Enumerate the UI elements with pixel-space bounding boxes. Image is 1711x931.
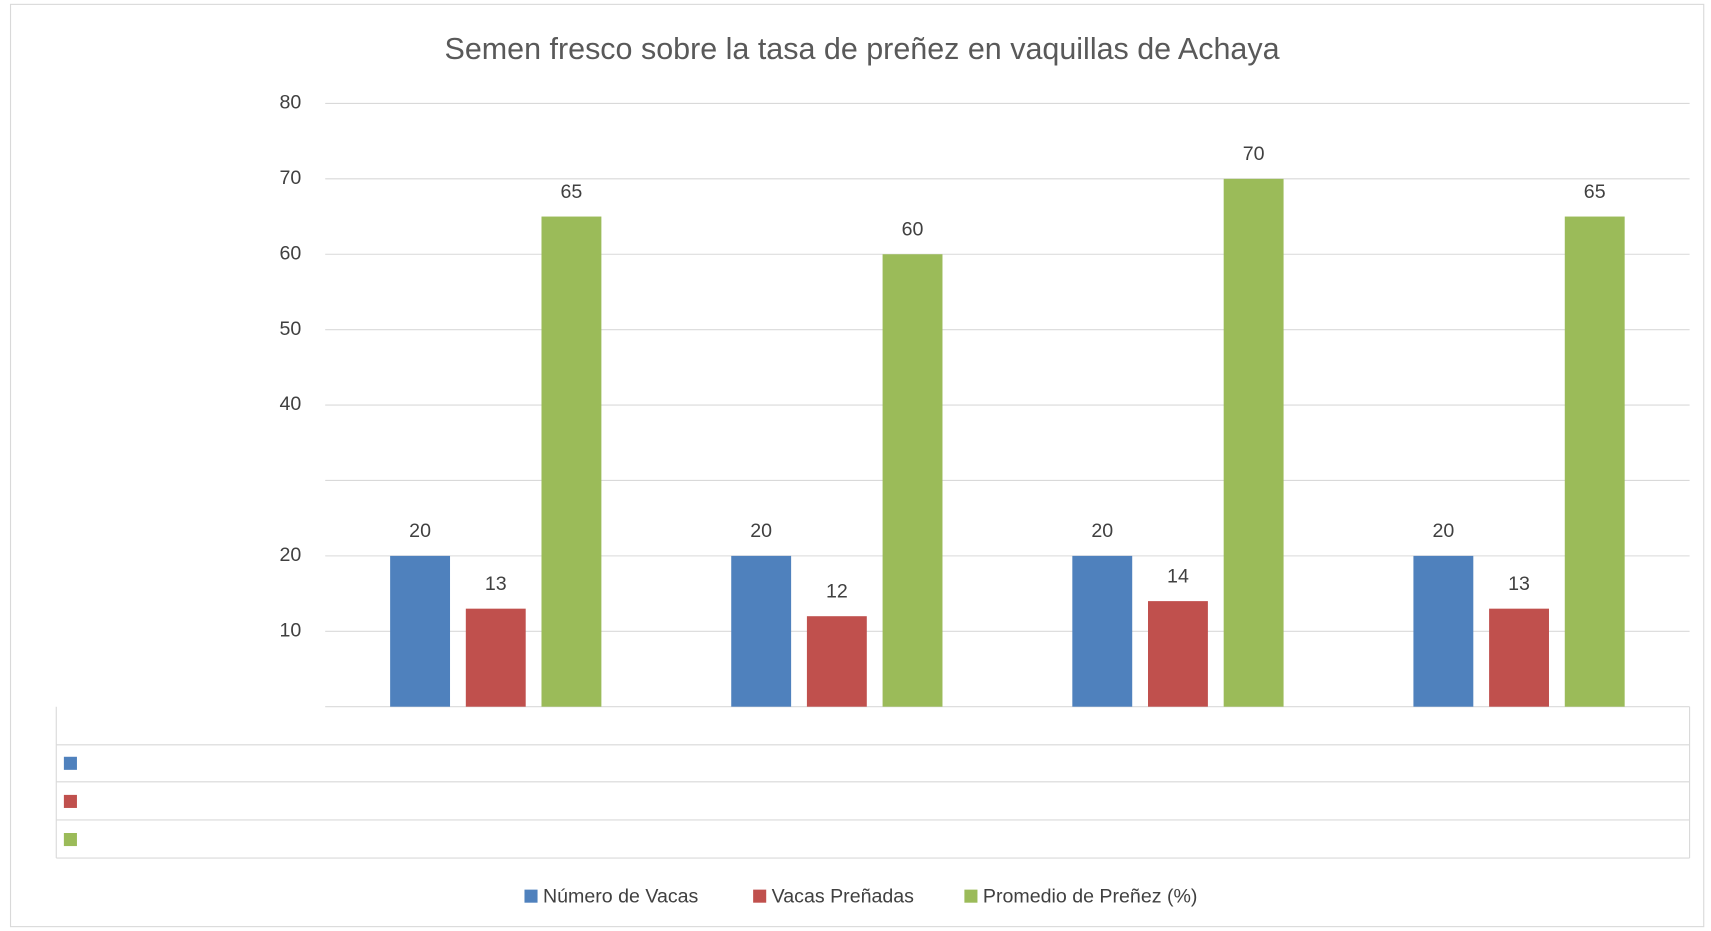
data-label: 65: [561, 181, 583, 203]
bar: [1489, 608, 1549, 707]
legend-label: Número de Vacas: [543, 885, 699, 907]
table-key: [63, 756, 77, 770]
bar: [1223, 178, 1284, 707]
data-label: 12: [826, 580, 848, 602]
bar: [882, 254, 943, 707]
data-label: 70: [1243, 143, 1265, 165]
y-tick-label: 50: [279, 318, 301, 340]
data-label: 13: [485, 573, 507, 595]
bar: [1413, 555, 1474, 707]
bar: [465, 608, 526, 707]
table-key: [63, 833, 77, 847]
bar: [541, 216, 602, 707]
bar: [1564, 216, 1625, 707]
data-label: 20: [409, 520, 431, 542]
y-tick-label: 40: [279, 393, 301, 415]
bar: [390, 555, 451, 707]
legend-swatch: [964, 889, 978, 903]
y-tick-label: 10: [279, 619, 301, 641]
y-tick-label: 60: [279, 242, 301, 264]
legend-label: Promedio de Preñez (%): [983, 885, 1198, 907]
chart-title: Semen fresco sobre la tasa de preñez en …: [445, 32, 1280, 66]
legend-swatch: [524, 889, 538, 903]
data-label: 20: [1432, 520, 1454, 542]
bar: [806, 616, 867, 707]
y-tick-label: 20: [279, 544, 301, 566]
chart-area: [9, 3, 1705, 928]
table-key: [63, 794, 77, 808]
y-tick-label: 80: [279, 92, 301, 114]
bar: [1072, 555, 1133, 707]
data-label: 65: [1584, 181, 1606, 203]
bar: [1148, 601, 1208, 707]
data-label: 14: [1167, 565, 1189, 587]
bar: [731, 555, 792, 707]
data-label: 20: [1091, 520, 1113, 542]
legend-swatch: [753, 889, 767, 903]
legend-label: Vacas Preñadas: [772, 885, 915, 907]
data-label: 13: [1508, 573, 1530, 595]
data-table: [55, 706, 1691, 859]
data-label: 60: [902, 218, 924, 240]
data-label: 20: [750, 520, 772, 542]
y-tick-label: 70: [279, 167, 301, 189]
